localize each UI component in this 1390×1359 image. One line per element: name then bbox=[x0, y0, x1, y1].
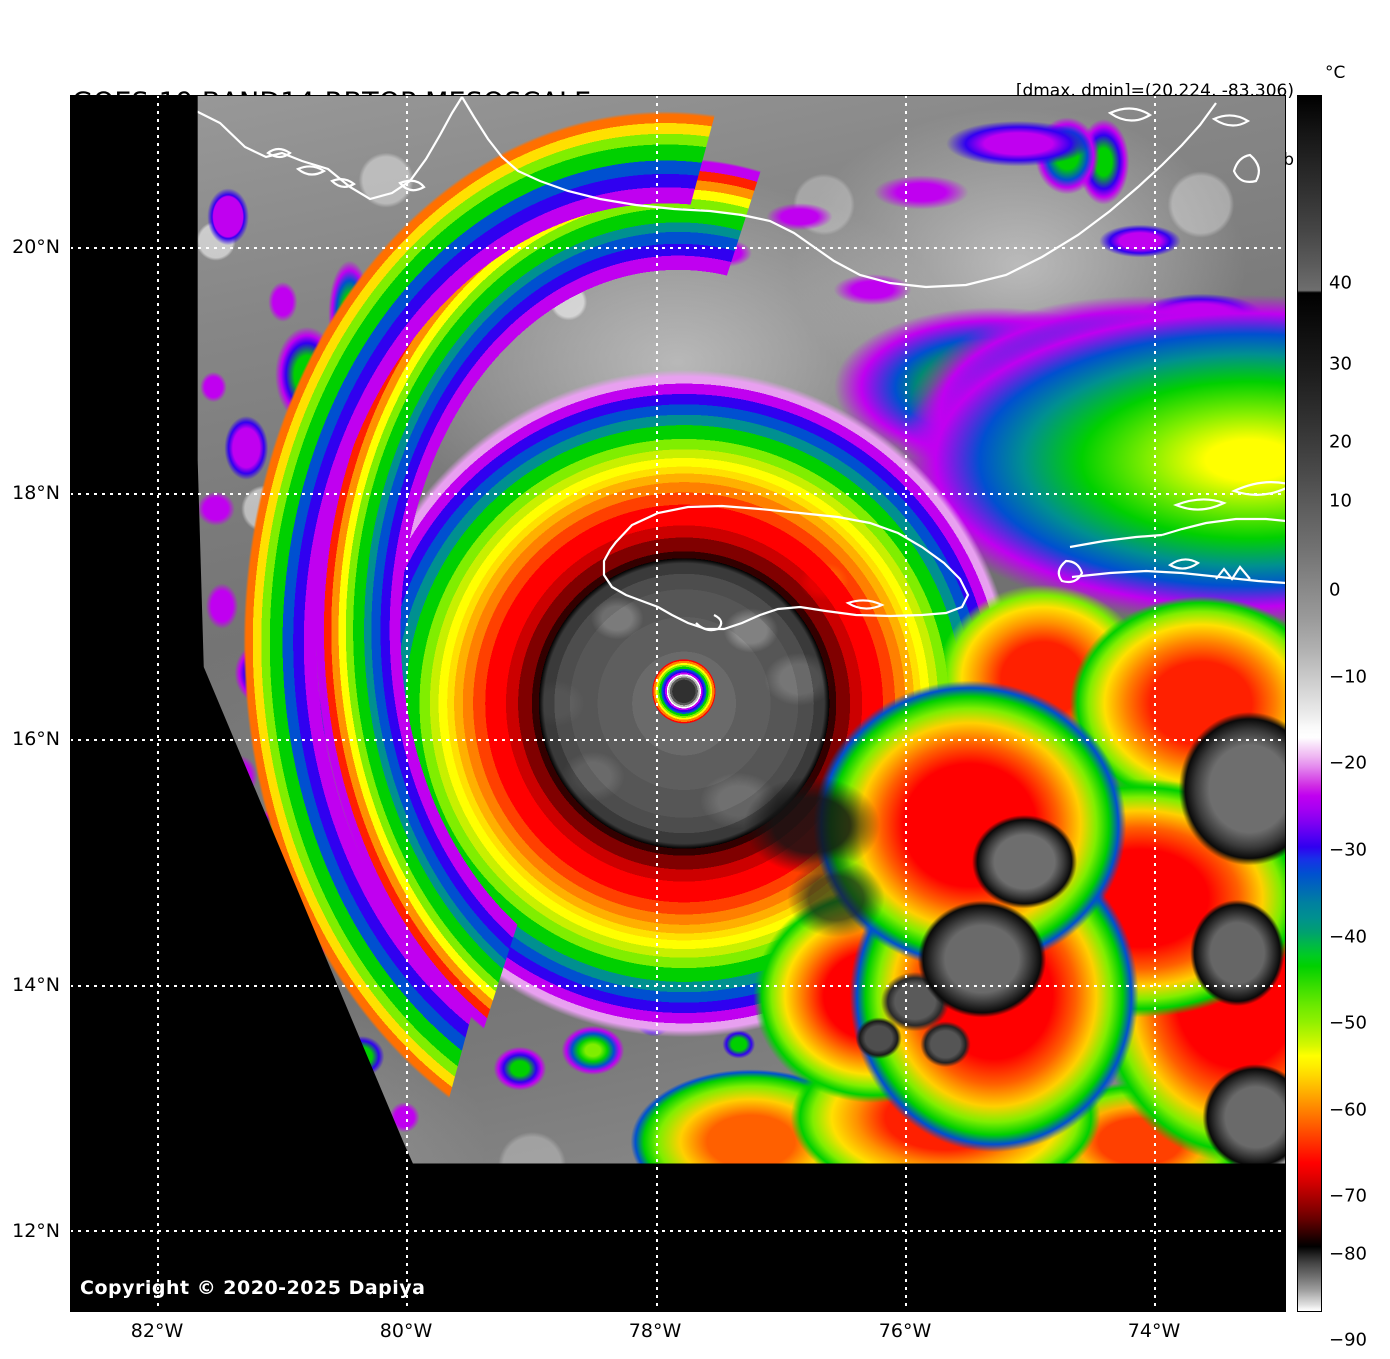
lon-tick-label: 76°W bbox=[878, 1320, 932, 1342]
gridline-lon-82 bbox=[156, 95, 159, 1312]
colorbar-tick-label: 40 bbox=[1329, 272, 1352, 294]
colorbar-tick-label: 30 bbox=[1329, 353, 1352, 375]
cuba-islet-1 bbox=[266, 147, 292, 159]
colorbar-tick-label: −20 bbox=[1329, 752, 1367, 774]
colorbar-gradient bbox=[1297, 95, 1322, 1312]
hispaniola-mid-coast bbox=[1071, 569, 1286, 585]
hispaniola-jagged-coast bbox=[1215, 565, 1251, 581]
lat-tick-label: 14°N bbox=[12, 974, 60, 996]
colorbar[interactable]: 40 30 20 10 0 −10 −20 −30 −40 −50 −60 −7… bbox=[1297, 95, 1367, 1351]
cuba-islet-5 bbox=[1107, 107, 1153, 122]
cuba-islet-3 bbox=[330, 177, 356, 188]
gridline-lat-12 bbox=[70, 1230, 1286, 1233]
cuba-islet-2 bbox=[295, 165, 327, 176]
hispaniola-islet bbox=[1231, 480, 1286, 496]
colorbar-tick-label: 10 bbox=[1329, 490, 1352, 512]
lon-tick-label: 74°W bbox=[1127, 1320, 1181, 1342]
colorbar-units-label: °C bbox=[1325, 63, 1346, 83]
mesoscale-sector bbox=[197, 95, 1286, 1291]
colorbar-tick-label: 20 bbox=[1329, 431, 1352, 453]
lon-tick-label: 78°W bbox=[628, 1320, 682, 1342]
lat-tick-label: 12°N bbox=[12, 1220, 60, 1242]
colorbar-tick-label: −60 bbox=[1329, 1099, 1367, 1121]
cuba-coastline-east bbox=[461, 96, 1217, 289]
hispaniola-south-coast-2 bbox=[1167, 558, 1201, 570]
colorbar-tick-label: −50 bbox=[1329, 1012, 1367, 1034]
colorbar-tick-label: −70 bbox=[1329, 1185, 1367, 1207]
satellite-map-plot[interactable] bbox=[70, 95, 1286, 1312]
hispaniola-haiti-south-peninsula bbox=[1069, 533, 1163, 549]
lat-tick-label: 18°N bbox=[12, 482, 60, 504]
colorbar-tick-label: 0 bbox=[1329, 579, 1341, 601]
hispaniola-south-coast bbox=[1161, 517, 1286, 537]
cuba-islet-6 bbox=[1211, 114, 1251, 127]
copyright-notice: Copyright © 2020-2025 Dapiya bbox=[80, 1277, 426, 1299]
cuba-coastline bbox=[197, 96, 463, 201]
lon-tick-label: 82°W bbox=[130, 1320, 184, 1342]
south-america-coastline bbox=[1188, 1253, 1286, 1291]
cuba-islet-4 bbox=[398, 179, 426, 192]
colorbar-tick-label: −90 bbox=[1329, 1329, 1367, 1351]
hispaniola-peninsula-tip bbox=[1057, 559, 1084, 584]
jamaica-south-coast-detail bbox=[695, 614, 723, 632]
colorbar-tick-label: −80 bbox=[1329, 1243, 1367, 1265]
cuba-bay-inlet bbox=[1232, 153, 1261, 183]
lat-tick-label: 20°N bbox=[12, 236, 60, 258]
colorbar-tick-label: −30 bbox=[1329, 839, 1367, 861]
south-america-coastline-2 bbox=[1260, 1215, 1286, 1247]
lon-tick-label: 80°W bbox=[379, 1320, 433, 1342]
coastline-overlay bbox=[197, 96, 1286, 1291]
jamaica-north-coast-inlet bbox=[845, 599, 885, 610]
jamaica-coastline bbox=[602, 504, 970, 631]
lat-tick-label: 16°N bbox=[12, 728, 60, 750]
colorbar-tick-label: −40 bbox=[1329, 926, 1367, 948]
hispaniola-gonave-island bbox=[1173, 498, 1227, 511]
colorbar-tick-label: −10 bbox=[1329, 666, 1367, 688]
